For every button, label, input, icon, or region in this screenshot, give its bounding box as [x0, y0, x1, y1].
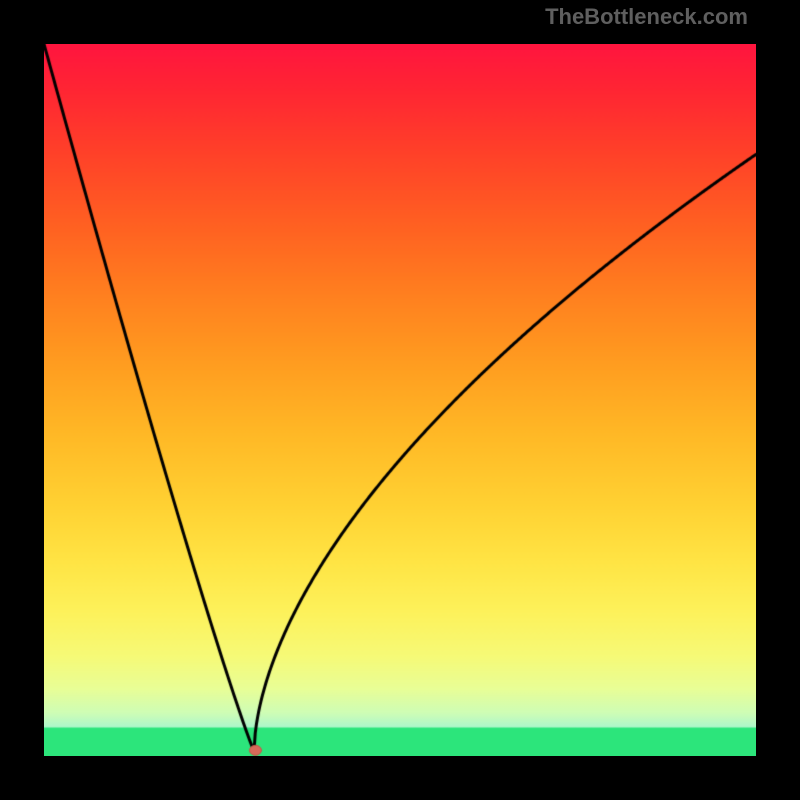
plot-area	[44, 44, 756, 756]
watermark-text: TheBottleneck.com	[545, 4, 748, 30]
chart-container: TheBottleneck.com	[0, 0, 800, 800]
plot-canvas	[44, 44, 756, 756]
